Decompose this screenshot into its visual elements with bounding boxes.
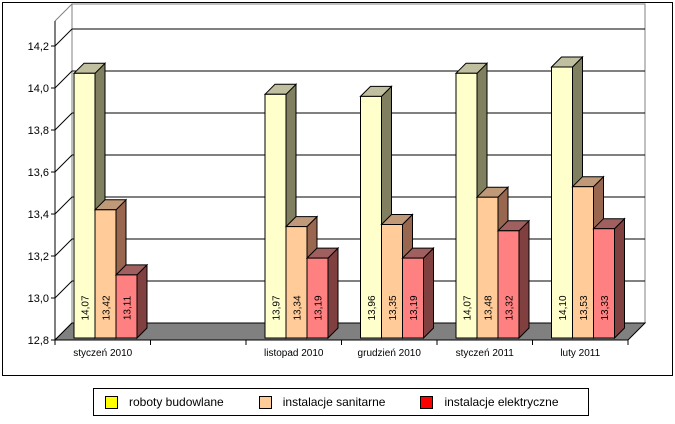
- bar-front: [115, 274, 138, 339]
- bar-front: [360, 95, 382, 339]
- legend-swatch-roboty-budowlane: [105, 395, 118, 409]
- bar-side: [614, 217, 625, 340]
- bar: 13,19: [305, 246, 340, 340]
- bar-front: [402, 257, 424, 339]
- legend-label: roboty budowlane: [129, 395, 224, 409]
- bar: 13,11: [114, 263, 149, 340]
- x-tick-label: grudzień 2010: [358, 348, 422, 359]
- x-tick-label: styczeń 2011: [456, 348, 515, 359]
- data-label: 13,19: [314, 295, 325, 320]
- data-label: 13,42: [102, 295, 113, 320]
- data-label: 13,35: [388, 295, 399, 320]
- bar-front: [593, 228, 615, 339]
- gridline-diagonal: [54, 28, 73, 47]
- data-label: 13,48: [484, 295, 495, 320]
- y-tick-label: 14,0: [28, 83, 49, 95]
- gridline-diagonal: [54, 70, 73, 89]
- legend-item-instalacje-sanitarne: instalacje sanitarne: [258, 395, 386, 409]
- bar: 13,33: [592, 217, 626, 340]
- bar-side: [327, 246, 339, 340]
- data-label: 14,07: [463, 295, 474, 320]
- bar: 13,32: [496, 219, 531, 340]
- y-tick-label: 13,4: [28, 209, 49, 221]
- data-label: 13,32: [505, 295, 516, 320]
- legend-item-instalacje-elektryczne: instalacje elektryczne: [420, 395, 559, 409]
- data-label: 13,34: [293, 295, 304, 320]
- x-tick-label: luty 2011: [560, 348, 600, 359]
- data-label: 13,19: [409, 295, 420, 320]
- y-tick-label: 13,2: [28, 251, 49, 263]
- y-tick-label: 13,6: [28, 167, 49, 179]
- gridline-diagonal: [54, 238, 73, 257]
- legend-swatch-instalacje-sanitarne: [258, 395, 272, 409]
- bar-front: [306, 257, 329, 339]
- bar-front: [94, 209, 117, 339]
- gridline-diagonal: [54, 154, 73, 173]
- y-tick-label: 14,2: [28, 41, 49, 53]
- data-label: 14,10: [558, 295, 569, 320]
- bar-front: [264, 93, 287, 339]
- data-label: 13,96: [367, 295, 378, 320]
- legend-label: instalacje elektryczne: [444, 395, 559, 409]
- gridline-diagonal: [54, 196, 73, 215]
- gridline-diagonal: [54, 112, 73, 131]
- y-tick-label: 13,0: [28, 293, 49, 305]
- data-label: 13,53: [579, 295, 590, 320]
- data-label: 13,97: [272, 295, 283, 320]
- bar-front: [73, 72, 96, 339]
- bar-side: [136, 263, 148, 340]
- data-label: 13,11: [123, 295, 134, 320]
- x-tick-label: styczeń 2010: [73, 348, 132, 359]
- side-wall-edge: [54, 3, 73, 22]
- bar-side: [423, 246, 434, 340]
- gridline-diagonal: [54, 280, 73, 299]
- x-tick-label: listopad 2010: [264, 348, 324, 359]
- bar: 13,19: [401, 246, 435, 340]
- y-tick-label: 13,8: [28, 125, 49, 137]
- data-label: 13,33: [600, 295, 611, 320]
- bar-front: [497, 230, 520, 339]
- data-label: 14,07: [81, 295, 92, 320]
- legend-label: instalacje sanitarne: [282, 395, 386, 409]
- y-tick-label: 12,8: [28, 335, 49, 347]
- legend: roboty budowlane instalacje sanitarne in…: [93, 388, 589, 416]
- legend-swatch-instalacje-elektryczne: [420, 395, 434, 409]
- legend-item-roboty-budowlane: roboty budowlane: [105, 395, 224, 409]
- bar-side: [518, 219, 530, 340]
